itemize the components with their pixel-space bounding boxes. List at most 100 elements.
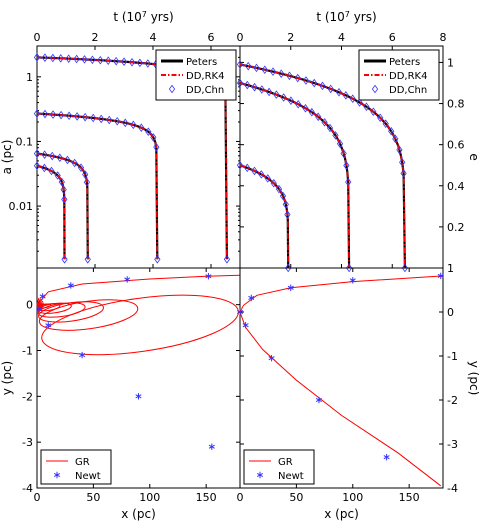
y-tick-label: 0: [447, 306, 454, 319]
e-curve-2-chn-marker: [282, 200, 289, 209]
a-curve-0-chn-marker: [113, 56, 120, 66]
e-curve-1-chn-marker: [295, 99, 302, 109]
e-curve-0-rk4: [239, 63, 406, 269]
e-curve-1-chn-marker: [244, 80, 251, 90]
a-curve-3-chn-marker: [48, 166, 55, 176]
a-curve-1-chn-marker: [153, 142, 160, 152]
legend-label: Peters: [186, 57, 217, 68]
e-curve-0-chn-marker: [396, 145, 403, 155]
e-curve-1-chn-marker: [258, 85, 265, 94]
newt-point: [242, 322, 249, 329]
legend-box: [243, 449, 315, 485]
legend-newt-marker: [53, 471, 61, 479]
newt-point: [135, 393, 142, 400]
e-curve-2-chn-marker: [284, 210, 291, 219]
y-tick-label: 0.1: [16, 135, 34, 148]
legend-newt-marker: [256, 471, 264, 479]
a-curve-3-chn-marker: [41, 163, 48, 173]
a-curve-2-chn-marker: [33, 149, 41, 158]
e-curve-0-chn-marker: [399, 158, 406, 167]
a-curve-1-chn-marker: [74, 112, 81, 121]
a-curve-3-chn-marker: [33, 161, 41, 171]
a-curve-0-chn-marker: [97, 55, 104, 65]
e-curve-0-chn-marker: [327, 84, 334, 94]
x-tick-label: 150: [399, 491, 420, 504]
e-curve-2-rk4: [239, 164, 289, 269]
a-curve-3-chn-marker: [61, 255, 68, 264]
legend-box: [40, 449, 112, 485]
y-axis-title: y (pc): [0, 361, 14, 396]
y-tick-label: -1: [447, 350, 458, 363]
e-curve-0-chn-marker: [382, 119, 389, 128]
e-curve-1-chn-marker: [236, 78, 244, 88]
a-curve-1-chn-marker: [138, 123, 145, 132]
a-curve-1-chn-marker: [98, 114, 105, 124]
a-curve-0-chn-marker: [105, 56, 112, 65]
x-tick-label: 6: [208, 31, 215, 44]
gr-orbit-loop: [38, 299, 139, 331]
e-curve-1-chn-marker: [302, 103, 309, 113]
a-curve-1-chn-marker: [65, 111, 73, 121]
e-curve-1-chn-marker: [287, 96, 295, 105]
a-curve-0-chn-marker: [128, 57, 136, 67]
e-curve-1-chn-marker: [251, 82, 258, 92]
a-curve-0-chn-marker: [136, 58, 143, 68]
legend-label: GR: [278, 457, 293, 468]
a-curve-1-chn-marker: [145, 127, 152, 137]
e-curve-2-chn-marker: [270, 178, 277, 188]
x-tick-label: 100: [139, 491, 160, 504]
x-tick-label: 2: [287, 31, 294, 44]
newt-point: [36, 306, 43, 313]
a-curve-1-chn-marker: [33, 109, 41, 118]
legend-label: Newt: [75, 471, 101, 482]
legend-label: DD,Chn: [389, 85, 427, 96]
a-curve-2-chn-marker: [56, 153, 63, 163]
e-curve-1-peters: [239, 81, 351, 269]
x-tick-label: 2: [92, 31, 99, 44]
y-tick-label: 0.2: [447, 221, 465, 234]
a-curve-0-chn-marker: [41, 53, 49, 62]
gr-orbit-curve: [239, 275, 444, 487]
x-tick-label: 150: [196, 491, 217, 504]
a-curve-0-chn-marker: [65, 54, 72, 63]
x-tick-label: 4: [150, 31, 157, 44]
newt-point: [437, 272, 444, 280]
panel-bottom-right-orbit-xy: 0 50 100 150 1 0 -1 -2 -3 -4 GR Newt x (pc) y (pc): [237, 262, 479, 521]
e-curve-0-chn-marker: [377, 113, 384, 123]
e-curve-1-chn-marker: [336, 139, 344, 148]
e-curve-0-chn-marker: [335, 87, 343, 97]
legend-label: Peters: [389, 57, 420, 68]
e-curve-0-chn-marker: [261, 65, 268, 75]
e-curve-1-chn-marker: [273, 90, 280, 99]
e-curve-2-chn-marker: [236, 160, 244, 170]
newt-point: [349, 277, 356, 284]
e-curve-0-chn-marker: [286, 71, 293, 81]
e-curve-2-chn-marker: [258, 170, 265, 179]
a-curve-0-chn-marker: [49, 53, 56, 63]
a-curve-3-chn-marker: [61, 195, 68, 204]
x-tick-label: 50: [86, 491, 100, 504]
e-curve-0-chn-marker: [278, 69, 285, 78]
gr-orbit-loop: [37, 302, 86, 318]
legend-label: DD,Chn: [186, 85, 224, 96]
x-tick-label: 6: [389, 31, 396, 44]
e-curve-1-chn-marker: [332, 131, 339, 140]
e-curve-0-chn-marker: [401, 263, 409, 273]
e-curve-0-chn-marker: [342, 91, 349, 100]
a-curve-2-rk4: [36, 152, 89, 260]
y-tick-label: -4: [22, 482, 33, 495]
e-curve-1-chn-marker: [343, 161, 350, 170]
gr-orbit-branch: [36, 274, 241, 306]
e-curve-1-chn-marker: [326, 123, 334, 133]
e-curve-1-chn-marker: [308, 107, 315, 117]
y-axis-title: y (pc): [467, 361, 479, 396]
a-curve-1-chn-marker: [90, 113, 97, 123]
a-curve-0-chn-marker: [73, 54, 80, 64]
x-tick-label: 0: [34, 491, 41, 504]
e-curve-1-chn-marker: [340, 149, 347, 158]
y-tick-label: -1: [22, 345, 33, 358]
e-curve-2-chn-marker: [279, 191, 287, 201]
newt-point: [268, 355, 275, 362]
